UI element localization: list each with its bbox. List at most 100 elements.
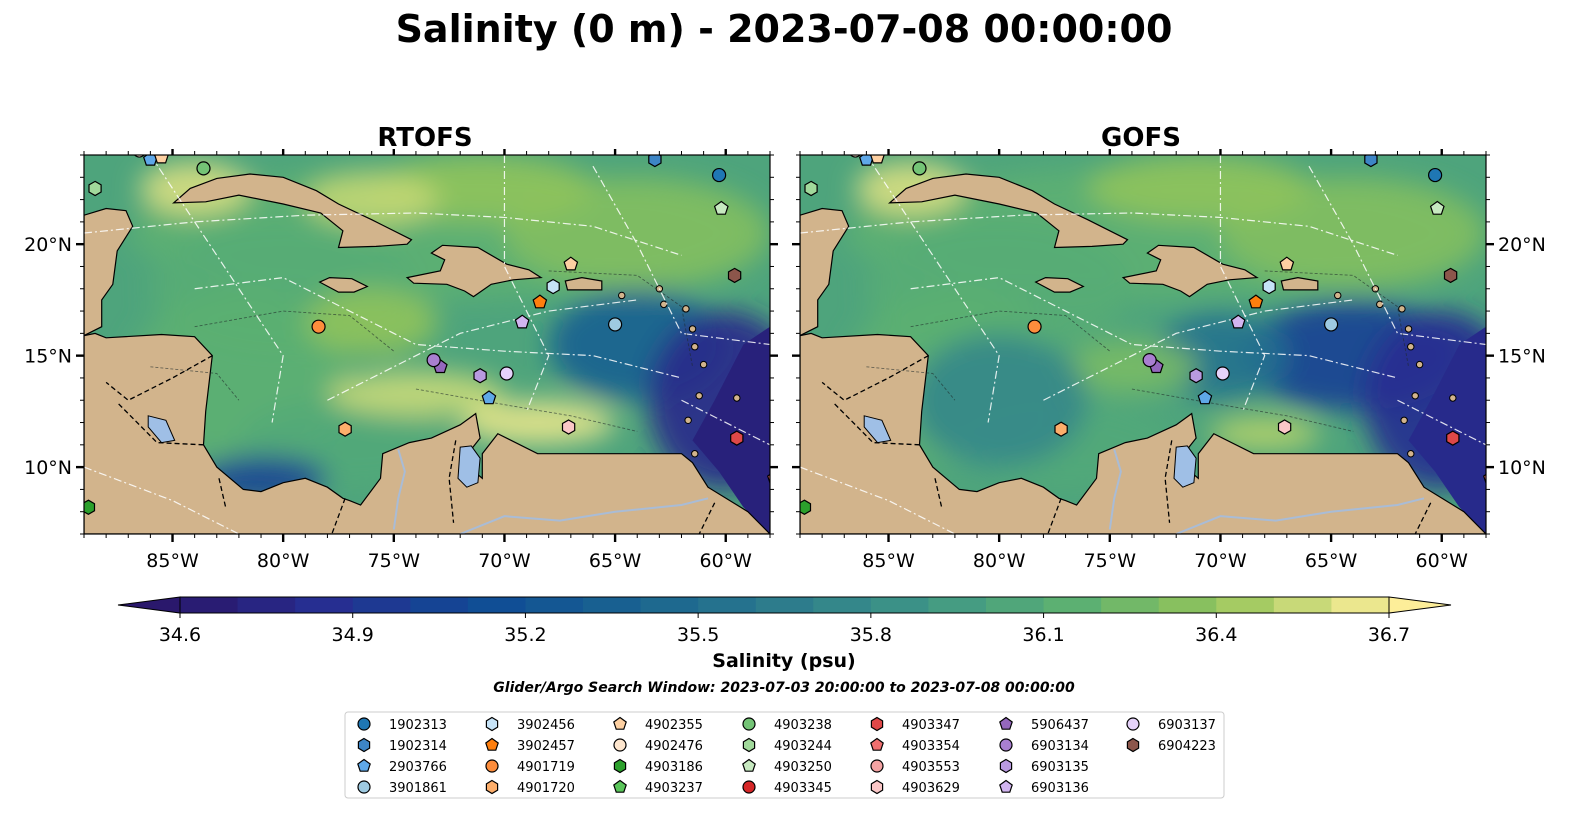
legend-marker xyxy=(485,716,499,732)
colorbar-tick-label: 34.9 xyxy=(332,624,374,646)
float-marker-6903135 xyxy=(473,368,487,384)
legend-marker xyxy=(485,779,499,795)
island xyxy=(733,394,741,402)
land-mass xyxy=(84,207,134,337)
float-marker-6903134 xyxy=(1142,353,1157,368)
float-marker-4903186 xyxy=(84,499,96,515)
lat-tick-label: 20°N xyxy=(24,234,72,256)
float-marker-6903134 xyxy=(426,353,441,368)
colorbar-max-extend xyxy=(1388,596,1452,614)
island xyxy=(695,392,703,400)
legend-label: 1902314 xyxy=(389,739,447,754)
eez-boundary xyxy=(149,155,284,423)
legend-label: 4903354 xyxy=(902,739,960,754)
lake xyxy=(863,415,892,444)
eez-boundary xyxy=(1397,399,1486,446)
colorbar-segment xyxy=(410,597,469,613)
river xyxy=(1175,497,1425,534)
colorbar-segment xyxy=(1273,597,1333,613)
float-marker-6903137 xyxy=(1215,366,1230,381)
land-mass xyxy=(1121,244,1259,298)
legend-label: 6903134 xyxy=(1031,739,1089,754)
eez-boundary xyxy=(503,155,550,412)
legend-marker xyxy=(485,759,499,773)
eez-boundary xyxy=(1043,299,1354,401)
legend-label: 4903629 xyxy=(902,781,960,796)
float-marker-3902456 xyxy=(1262,278,1276,295)
legend-marker xyxy=(999,738,1013,752)
legend-marker xyxy=(613,779,627,793)
legend-label: 4903250 xyxy=(774,760,832,775)
eez-boundary xyxy=(84,212,682,256)
colorbar-min-extend xyxy=(117,596,181,614)
country-border xyxy=(116,402,204,446)
lake xyxy=(1173,445,1197,488)
country-border xyxy=(698,502,716,534)
float-marker-4903250 xyxy=(713,200,729,215)
eez-boundary xyxy=(1219,155,1266,412)
colorbar-segment xyxy=(352,597,411,613)
bathymetry-contour xyxy=(548,270,693,367)
eez-boundary xyxy=(800,466,956,534)
island xyxy=(684,416,692,424)
lake xyxy=(457,445,481,488)
lon-tick-label: 60°W xyxy=(700,550,753,572)
figure-title: Salinity (0 m) - 2023-07-08 00:00:00 xyxy=(396,7,1173,51)
float-legend: 1902313 1902314 2903766 3901861 3902456 39024… xyxy=(344,711,1225,799)
legend-marker xyxy=(357,737,371,753)
lon-tick-label: 75°W xyxy=(368,550,421,572)
float-marker-4901720 xyxy=(1054,421,1068,437)
map-frame xyxy=(799,154,1487,535)
island xyxy=(1334,291,1342,300)
land-mass xyxy=(800,332,1486,534)
land-mass xyxy=(1034,276,1085,293)
island xyxy=(691,343,699,351)
legend-marker xyxy=(613,758,627,774)
float-marker-4903237 xyxy=(816,137,829,150)
legend-marker xyxy=(485,737,499,751)
island xyxy=(1404,325,1413,333)
bathymetry-contour xyxy=(1264,270,1409,367)
island xyxy=(1400,416,1408,424)
float-marker-4903238 xyxy=(912,161,927,176)
lat-tick-label: 15°N xyxy=(1498,346,1546,368)
legend-marker xyxy=(870,716,884,732)
float-marker-1902314 xyxy=(1364,155,1378,168)
legend-marker xyxy=(357,758,371,772)
colorbar-segment xyxy=(1216,597,1275,613)
colorbar-segment xyxy=(525,597,584,613)
legend-label: 4903186 xyxy=(645,760,703,775)
legend-marker xyxy=(870,779,884,795)
legend-label: 2903766 xyxy=(389,760,447,775)
float-marker-4903345 xyxy=(1491,160,1504,173)
island xyxy=(1407,343,1415,351)
land-mass xyxy=(405,244,543,298)
map-frame xyxy=(83,154,771,535)
land-mass xyxy=(887,173,1129,249)
legend-marker xyxy=(870,737,884,751)
float-marker-6903136 xyxy=(1230,314,1246,329)
float-markers xyxy=(800,137,1504,515)
land-mass xyxy=(318,276,369,293)
island xyxy=(618,291,626,300)
legend-label: 4903238 xyxy=(774,718,832,733)
float-marker-unlabeled xyxy=(481,390,497,405)
legend-label: 1902313 xyxy=(389,718,447,733)
legend-label: 3901861 xyxy=(389,781,447,796)
colorbar-label: Salinity (psu) xyxy=(712,650,855,672)
river xyxy=(459,497,709,534)
eez-boundary xyxy=(865,155,1000,423)
colorbar-tick-label: 35.8 xyxy=(850,624,892,646)
legend-label: 6903135 xyxy=(1031,760,1089,775)
legend-label: 6903136 xyxy=(1031,781,1089,796)
legend-marker xyxy=(742,780,756,794)
float-marker-1902313 xyxy=(712,167,727,183)
float-marker-4901720 xyxy=(338,421,352,437)
legend-label: 6904223 xyxy=(1158,739,1216,754)
colorbar-tick-label: 35.5 xyxy=(677,624,719,646)
legend-label: 4903244 xyxy=(774,739,832,754)
colorbar-tick-label: 36.4 xyxy=(1195,624,1237,646)
eez-boundary xyxy=(592,165,770,346)
lon-tick-label: 85°W xyxy=(146,550,199,572)
float-marker-4903244 xyxy=(88,180,102,197)
